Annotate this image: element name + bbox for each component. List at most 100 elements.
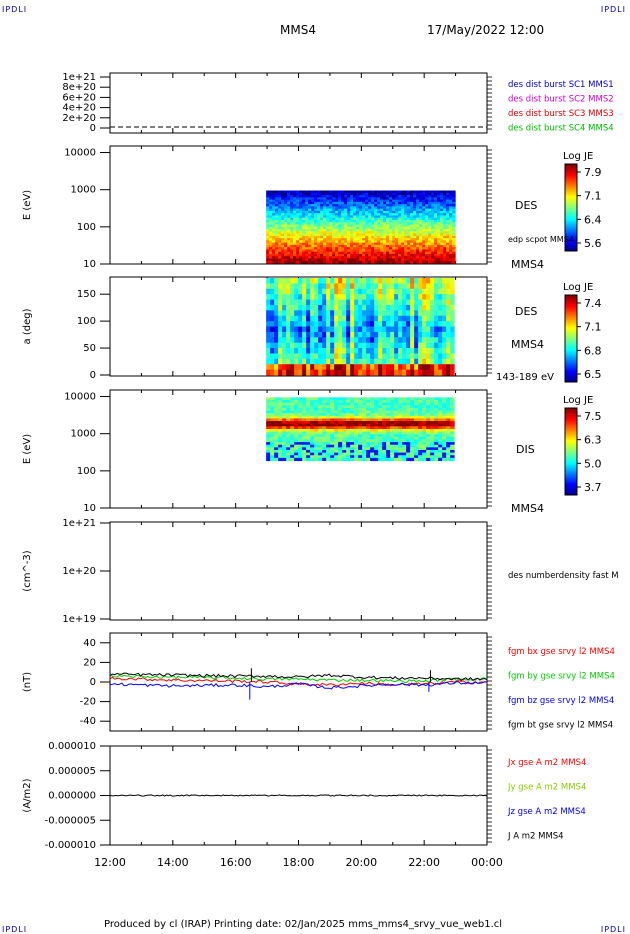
spectrogram-cell — [342, 418, 347, 422]
spectrogram-cell — [305, 215, 309, 219]
pitch-angle-cell — [406, 326, 411, 333]
spectrogram-cell — [382, 402, 387, 406]
spectrogram-cell — [407, 195, 411, 198]
spectrogram-cell — [389, 242, 393, 246]
spectrogram-cell — [416, 231, 420, 235]
spectrogram-cell — [371, 238, 375, 241]
spectrogram-cell — [344, 222, 348, 226]
spectrogram-cell — [416, 240, 420, 244]
spectrogram-cell — [323, 260, 327, 264]
spectrogram-cell — [410, 213, 414, 217]
pitch-angle-cell — [314, 342, 319, 349]
spectrogram-cell — [302, 413, 307, 417]
spectrogram-cell — [366, 402, 371, 406]
spectrogram-cell — [398, 442, 403, 446]
spectrogram-cell — [296, 197, 300, 201]
spectrogram-cell — [402, 447, 407, 451]
spectrogram-cell — [342, 397, 347, 401]
spectrogram-cell — [332, 258, 336, 262]
panel2-colorbar-cell — [565, 242, 577, 244]
spectrogram-cell — [290, 421, 295, 425]
spectrogram-cell — [404, 247, 408, 251]
spectrogram-cell — [425, 213, 429, 217]
pitch-angle-cell — [442, 304, 447, 311]
spectrogram-cell — [414, 402, 419, 406]
spectrogram-cell — [272, 249, 276, 253]
spectrogram-cell — [440, 253, 444, 257]
pitch-angle-cell — [430, 294, 435, 301]
spectrogram-cell — [377, 199, 381, 203]
pitch-angle-cell — [282, 326, 287, 333]
spectrogram-cell — [326, 418, 331, 422]
spectrogram-cell — [434, 233, 438, 237]
spectrogram-cell — [410, 247, 414, 251]
spectrogram-cell — [440, 213, 444, 217]
spectrogram-cell — [398, 195, 402, 198]
panel2-colorbar-cell — [565, 185, 577, 187]
spectrogram-cell — [434, 418, 439, 422]
spectrogram-cell — [413, 206, 417, 210]
spectrogram-cell — [281, 244, 285, 248]
spectrogram-cell — [449, 251, 453, 255]
spectrogram-cell — [347, 195, 351, 198]
spectrogram-cell — [398, 452, 403, 456]
pitch-angle-cell — [350, 283, 355, 290]
panel6-ytick-label: 20 — [83, 657, 96, 668]
spectrogram-cell — [419, 231, 423, 235]
spectrogram-cell — [434, 421, 439, 425]
spectrogram-cell — [272, 253, 276, 257]
pitch-angle-cell — [278, 337, 283, 344]
spectrogram-cell — [266, 399, 271, 404]
pitch-angle-cell — [338, 326, 343, 333]
spectrogram-cell — [401, 226, 405, 230]
spectrogram-cell — [407, 238, 411, 241]
spectrogram-cell — [332, 206, 336, 210]
spectrogram-cell — [330, 428, 335, 433]
spectrogram-cell — [386, 190, 390, 194]
spectrogram-cell — [284, 224, 288, 228]
pitch-angle-cell — [442, 321, 447, 328]
pitch-angle-cell — [398, 369, 403, 376]
spectrogram-cell — [314, 449, 319, 454]
pitch-angle-cell — [450, 348, 455, 355]
panel1-legend-item: des dist burst SC2 MMS2 — [508, 95, 614, 105]
spectrogram-cell — [438, 410, 443, 414]
spectrogram-cell — [374, 244, 378, 248]
spectrogram-cell — [413, 199, 417, 203]
pitch-angle-cell — [346, 315, 351, 322]
spectrogram-cell — [404, 222, 408, 226]
spectrogram-cell — [446, 210, 450, 214]
pitch-angle-cell — [398, 342, 403, 349]
spectrogram-cell — [418, 457, 423, 462]
spectrogram-cell — [290, 208, 294, 212]
spectrogram-cell — [269, 247, 273, 251]
panel3-colorbar-cell — [565, 338, 577, 340]
panel4-colorbar-cell — [565, 464, 577, 466]
spectrogram-cell — [347, 235, 351, 239]
spectrogram-cell — [365, 238, 369, 241]
spectrogram-cell — [410, 455, 415, 459]
spectrogram-cell — [308, 258, 312, 262]
spectrogram-cell — [334, 434, 339, 438]
spectrogram-cell — [389, 249, 393, 253]
pitch-angle-cell — [322, 310, 327, 317]
spectrogram-cell — [430, 397, 435, 401]
pitch-angle-cell — [450, 326, 455, 333]
spectrogram-cell — [270, 457, 275, 462]
pitch-angle-cell — [430, 278, 435, 284]
panel4-colorbar-cell — [565, 453, 577, 455]
spectrogram-cell — [401, 229, 405, 232]
spectrogram-cell — [398, 201, 402, 205]
spectrogram-cell — [329, 238, 333, 241]
spectrogram-cell — [419, 206, 423, 210]
spectrogram-cell — [330, 426, 335, 430]
pitch-angle-cell — [310, 353, 315, 360]
spectrogram-cell — [370, 457, 375, 462]
spectrogram-cell — [322, 402, 327, 406]
spectrogram-cell — [359, 195, 363, 198]
pitch-angle-cell — [354, 369, 359, 376]
pitch-angle-cell — [434, 369, 439, 376]
pitch-angle-cell — [330, 321, 335, 328]
pitch-angle-cell — [334, 331, 339, 338]
spectrogram-cell — [374, 208, 378, 212]
